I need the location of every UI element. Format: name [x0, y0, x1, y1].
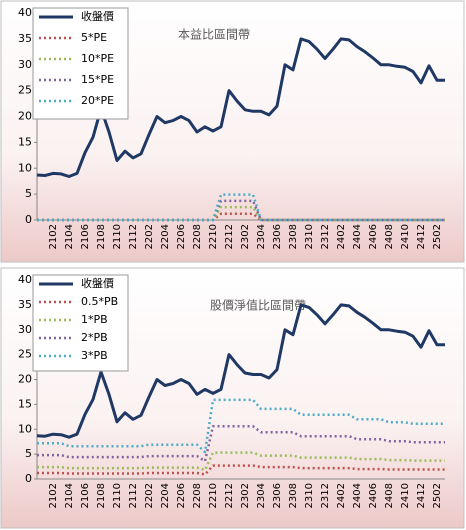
series-line: [37, 205, 445, 222]
x-tick-label: 2112: [128, 224, 139, 249]
x-tick-label: 2202: [144, 483, 155, 508]
x-tick-label: 2206: [176, 483, 187, 508]
chart-title: 本益比區間帶: [178, 28, 250, 42]
x-tick-label: 2412: [416, 483, 427, 508]
y-tick-label: 35: [18, 298, 32, 311]
y-tick-label: 40: [18, 6, 32, 19]
y-tick-label: 40: [18, 273, 32, 286]
x-tick-label: 2408: [384, 483, 395, 508]
x-tick-label: 2204: [160, 483, 171, 508]
x-tick-label: 2104: [64, 483, 75, 508]
x-tick-label: 2406: [368, 483, 379, 508]
x-tick-label: 2302: [240, 224, 251, 249]
legend-box: [32, 7, 129, 120]
x-tick-label: 2410: [400, 224, 411, 249]
y-tick-label: 15: [18, 135, 32, 148]
x-tick-label: 2402: [336, 224, 347, 249]
x-tick-label: 2208: [192, 483, 203, 508]
legend-label: 20*PE: [81, 94, 114, 107]
series-line: [36, 303, 445, 439]
x-tick-label: 2412: [416, 224, 427, 249]
legend-label: 15*PE: [81, 73, 114, 86]
x-tick-label: 2406: [368, 224, 379, 249]
x-tick-label: 2312: [320, 483, 331, 508]
x-tick-label: 2102: [48, 483, 59, 508]
y-tick-label: 10: [18, 422, 32, 435]
y-tick-label: 20: [18, 373, 32, 386]
y-tick-label: 5: [25, 447, 32, 460]
legend-label: 1*PB: [81, 313, 108, 326]
x-tick-label: 2106: [80, 483, 91, 508]
x-tick-label: 2404: [352, 483, 363, 508]
x-tick-label: 2106: [80, 224, 91, 249]
x-tick-label: 2212: [224, 224, 235, 249]
x-tick-label: 2112: [128, 483, 139, 508]
y-tick-label: 30: [18, 58, 32, 71]
legend-box: [32, 274, 129, 372]
x-tick-label: 2308: [288, 483, 299, 508]
y-tick-label: 35: [18, 32, 32, 45]
series-line: [36, 37, 445, 178]
series-line: [37, 451, 445, 472]
x-tick-label: 2502: [432, 224, 443, 249]
x-tick-label: 2206: [176, 224, 187, 249]
x-tick-label: 2102: [48, 224, 59, 249]
x-tick-label: 2302: [240, 483, 251, 508]
x-tick-label: 2304: [256, 483, 267, 508]
x-tick-label: 2108: [96, 483, 107, 508]
x-tick-label: 2210: [208, 224, 219, 249]
x-tick-label: 2212: [224, 483, 235, 508]
legend-label: 3*PB: [81, 349, 108, 362]
x-tick-label: 2306: [272, 224, 283, 249]
y-tick-label: 10: [18, 161, 32, 174]
x-tick-label: 2110: [112, 483, 123, 508]
x-tick-label: 2210: [208, 483, 219, 508]
legend-label: 2*PB: [81, 331, 108, 344]
x-tick-label: 2310: [304, 483, 315, 508]
legend-label: 0.5*PB: [81, 295, 118, 308]
x-tick-label: 2304: [256, 224, 267, 249]
legend-label: 5*PE: [81, 31, 107, 44]
x-tick-label: 2408: [384, 224, 395, 249]
x-tick-label: 2410: [400, 483, 411, 508]
x-tick-label: 2306: [272, 483, 283, 508]
y-tick-label: 5: [25, 187, 32, 200]
x-tick-label: 2202: [144, 224, 155, 249]
x-tick-label: 2312: [320, 224, 331, 249]
x-tick-label: 2208: [192, 224, 203, 249]
x-tick-label: 2108: [96, 224, 107, 249]
y-tick-label: 0: [25, 472, 32, 485]
x-tick-label: 2310: [304, 224, 315, 249]
y-tick-label: 0: [25, 213, 32, 226]
y-tick-label: 15: [18, 397, 32, 410]
x-tick-label: 2110: [112, 224, 123, 249]
x-tick-label: 2402: [336, 483, 347, 508]
series-line: [37, 212, 445, 222]
y-tick-label: 30: [18, 323, 32, 336]
x-tick-label: 2308: [288, 224, 299, 249]
y-tick-label: 25: [18, 84, 32, 97]
y-tick-label: 20: [18, 110, 32, 123]
series-line: [37, 398, 445, 454]
x-tick-label: 2104: [64, 224, 75, 249]
series-line: [37, 199, 445, 222]
x-tick-label: 2502: [432, 483, 443, 508]
chart-title: 股價淨值比區間帶: [210, 298, 306, 313]
legend-label: 收盤價: [81, 276, 114, 290]
legend-label: 收盤價: [81, 9, 114, 23]
x-tick-label: 2204: [160, 224, 171, 249]
legend-label: 10*PE: [81, 52, 114, 65]
x-tick-label: 2404: [352, 224, 363, 249]
y-tick-label: 25: [18, 348, 32, 361]
